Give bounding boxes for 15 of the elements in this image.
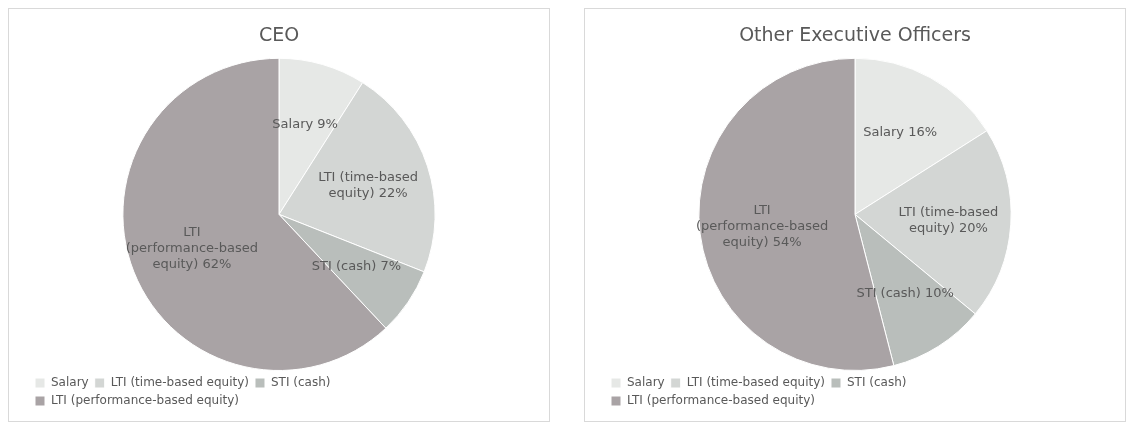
- category-label: Salary 16%: [863, 123, 938, 139]
- legend-label: LTI (performance-based equity): [627, 393, 816, 408]
- legend-label: LTI (time-based equity): [686, 375, 826, 390]
- category-label: Salary 9%: [272, 115, 338, 131]
- legend-label: Salary: [51, 375, 89, 390]
- category-label: LTI (performance-based equity) 62%: [125, 224, 259, 272]
- category-label: LTI (time-based equity) 22%: [318, 168, 418, 200]
- legend-label: LTI (time-based equity): [110, 375, 250, 390]
- legend-label: Salary: [627, 375, 665, 390]
- legend-label: STI (cash): [271, 375, 331, 390]
- legend-label: STI (cash): [847, 375, 907, 390]
- category-label: LTI (time-based equity) 20%: [898, 203, 999, 235]
- chart-title: CEO: [258, 23, 300, 46]
- chart-title: Other Executive Officers: [739, 23, 971, 46]
- legend-label: LTI (performance-based equity): [51, 393, 240, 408]
